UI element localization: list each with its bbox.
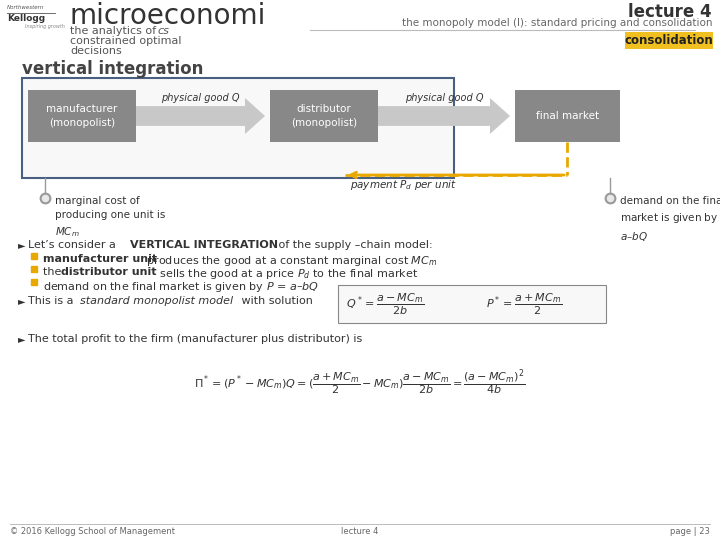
Bar — [22, 78, 454, 178]
Text: physical good Q: physical good Q — [405, 93, 483, 103]
Bar — [270, 90, 378, 142]
Text: $P^*=\dfrac{a+MC_m}{2}$: $P^*=\dfrac{a+MC_m}{2}$ — [486, 292, 562, 316]
Bar — [515, 90, 620, 142]
Text: $\Pi^* = (P^* - MC_m)Q = (\dfrac{a+MC_m}{2} - MC_m)\dfrac{a-MC_m}{2b} = \dfrac{(: $\Pi^* = (P^* - MC_m)Q = (\dfrac{a+MC_m}… — [194, 368, 526, 398]
Text: constrained optimal: constrained optimal — [70, 36, 181, 46]
Text: final market: final market — [536, 111, 599, 121]
Text: lecture 4: lecture 4 — [629, 3, 712, 21]
Text: Let’s consider a: Let’s consider a — [28, 240, 120, 250]
Polygon shape — [378, 98, 510, 134]
Text: Inspiring growth: Inspiring growth — [25, 24, 65, 29]
Text: Northwestern: Northwestern — [7, 5, 45, 10]
Text: distributor unit: distributor unit — [61, 267, 156, 277]
Text: payment $P_d$ per unit: payment $P_d$ per unit — [350, 178, 457, 192]
Text: sells the good at a price $P_d$ to the final market: sells the good at a price $P_d$ to the f… — [156, 267, 418, 281]
Text: produces the good at a constant marginal cost $MC_m$: produces the good at a constant marginal… — [143, 254, 437, 268]
Text: the: the — [43, 267, 65, 277]
Text: The total profit to the firm (manufacturer plus distributor) is: The total profit to the firm (manufactur… — [28, 334, 362, 344]
Text: the analytics of: the analytics of — [70, 26, 156, 36]
Text: microeconomi: microeconomi — [70, 2, 266, 30]
Text: ►: ► — [18, 334, 25, 344]
Text: physical good Q: physical good Q — [161, 93, 240, 103]
Text: demand on the final market is given by $P$ = $a–bQ$: demand on the final market is given by $… — [43, 280, 319, 294]
Text: the monopoly model (I): standard pricing and consolidation: the monopoly model (I): standard pricing… — [402, 18, 712, 28]
Text: ►: ► — [18, 240, 25, 250]
Text: marginal cost of
producing one unit is
$MC_m$: marginal cost of producing one unit is $… — [55, 196, 166, 239]
Text: page | 23: page | 23 — [670, 527, 710, 536]
Text: distributor
(monopolist): distributor (monopolist) — [291, 104, 357, 127]
Text: lecture 4: lecture 4 — [341, 527, 379, 536]
Bar — [338, 285, 606, 323]
Bar — [625, 32, 713, 49]
Text: ►: ► — [18, 296, 25, 306]
Bar — [28, 90, 136, 142]
Text: consolidation: consolidation — [625, 34, 714, 47]
Polygon shape — [136, 98, 265, 134]
Text: VERTICAL INTEGRATION: VERTICAL INTEGRATION — [130, 240, 278, 250]
Text: manufacturer unit: manufacturer unit — [43, 254, 157, 264]
Text: Kellogg: Kellogg — [7, 14, 45, 23]
Text: demand on the final
market is given by $P$ =
$a – bQ$: demand on the final market is given by $… — [620, 196, 720, 243]
Text: $Q^*=\dfrac{a-MC_m}{2b}$: $Q^*=\dfrac{a-MC_m}{2b}$ — [346, 292, 424, 316]
Text: manufacturer
(monopolist): manufacturer (monopolist) — [46, 104, 117, 127]
Text: © 2016 Kellogg School of Management: © 2016 Kellogg School of Management — [10, 527, 175, 536]
Text: This is a: This is a — [28, 296, 77, 306]
Text: standard monopolist model: standard monopolist model — [80, 296, 233, 306]
Text: of the supply –chain model:: of the supply –chain model: — [275, 240, 433, 250]
Text: decisions: decisions — [70, 46, 122, 56]
Text: vertical integration: vertical integration — [22, 60, 203, 78]
Text: with solution: with solution — [238, 296, 313, 306]
Text: cs: cs — [157, 26, 169, 36]
